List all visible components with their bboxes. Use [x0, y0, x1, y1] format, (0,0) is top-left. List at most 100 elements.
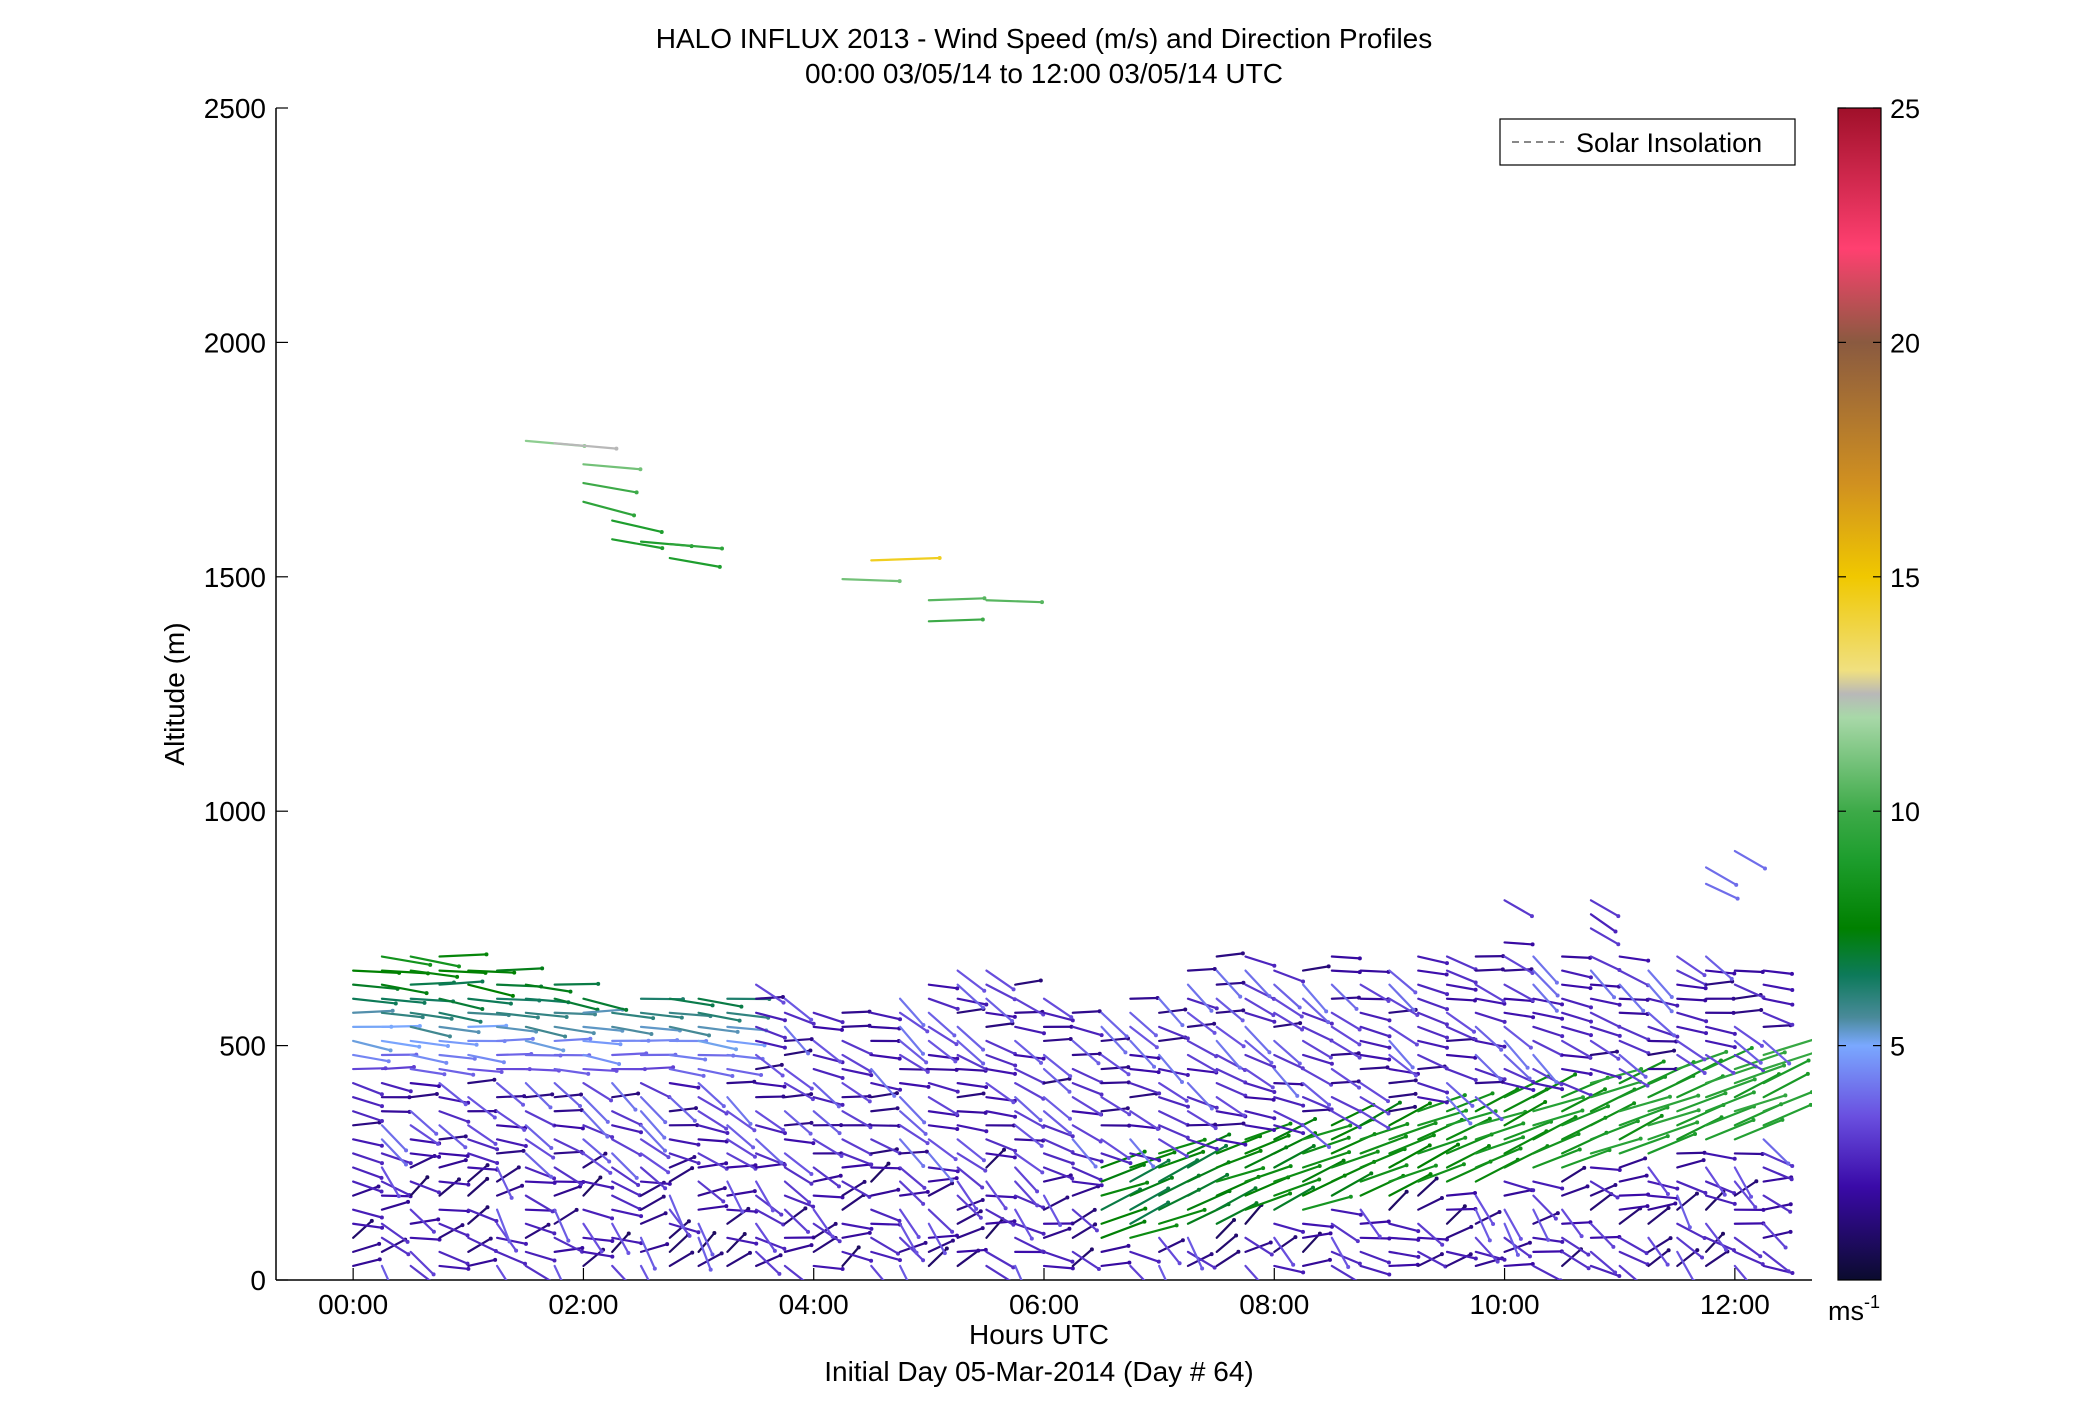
- wind-barb: [1417, 1136, 1467, 1155]
- wind-barb-head: [978, 1209, 983, 1214]
- wind-barb-head: [1386, 1099, 1391, 1104]
- wind-barb: [639, 1152, 670, 1174]
- wind-barb: [1618, 1207, 1642, 1225]
- wind-barb-head: [379, 1104, 384, 1109]
- wind-barb-head: [663, 1120, 668, 1125]
- wind-barb-head: [1617, 1075, 1622, 1080]
- wind-barb-head: [1554, 1079, 1559, 1084]
- wind-barb: [438, 1222, 469, 1237]
- wind-barb: [755, 1063, 783, 1071]
- wind-barb-head: [1694, 1191, 1699, 1196]
- wind-barb: [553, 1108, 583, 1113]
- wind-barb: [1100, 1025, 1127, 1054]
- wind-barb-head: [1067, 1226, 1072, 1231]
- wind-barb-head: [1789, 1177, 1794, 1182]
- wind-barb-head: [1169, 1175, 1174, 1180]
- wind-barb-head: [724, 1126, 729, 1131]
- upper-wind-barb-head: [897, 579, 902, 584]
- upper-wind-barb: [841, 578, 901, 583]
- wind-barb: [783, 1180, 811, 1204]
- wind-barb: [1445, 1225, 1473, 1239]
- wind-barb: [438, 1025, 480, 1034]
- wind-barb: [1071, 1039, 1100, 1065]
- wind-barb-head: [1616, 1056, 1621, 1061]
- wind-barb-head: [546, 1222, 551, 1227]
- wind-barb: [726, 1190, 756, 1197]
- wind-barb-head: [692, 1155, 697, 1160]
- wind-barb: [1215, 997, 1244, 1022]
- wind-barb-head: [437, 1237, 442, 1242]
- wind-barb: [726, 1232, 746, 1253]
- legend: Solar Insolation: [1499, 118, 1796, 166]
- wind-barb-head: [485, 1205, 490, 1210]
- wind-barb: [1215, 1096, 1246, 1117]
- wind-barb: [1762, 1250, 1790, 1273]
- wind-barb: [495, 1250, 527, 1265]
- wind-barb: [1129, 1092, 1158, 1099]
- wind-barb-head: [772, 1248, 777, 1253]
- wind-barb: [898, 1025, 925, 1055]
- wind-barb: [1301, 1039, 1332, 1059]
- wind-barb-head: [1617, 1033, 1622, 1038]
- wind-barb: [611, 1208, 643, 1218]
- wind-barb: [985, 983, 1016, 1001]
- wind-barb: [639, 1264, 650, 1280]
- wind-barb: [1561, 1166, 1586, 1183]
- wind-barb-head: [649, 1031, 654, 1036]
- wind-barb: [1676, 1151, 1706, 1155]
- wind-barb-head: [1201, 1149, 1206, 1154]
- wind-barb: [1417, 1177, 1438, 1197]
- wind-barb: [467, 1024, 508, 1028]
- wind-barb: [1704, 1078, 1756, 1099]
- wind-barb-head: [1386, 1219, 1391, 1224]
- wind-barb: [1618, 1075, 1667, 1099]
- wind-barb: [639, 1212, 667, 1225]
- wind-barb: [1388, 1190, 1408, 1211]
- wind-barb-head: [1185, 1036, 1190, 1041]
- wind-barb: [409, 1110, 438, 1135]
- wind-barb-head: [1502, 1044, 1507, 1049]
- wind-barb-head: [1357, 956, 1362, 961]
- wind-barb-head: [463, 1158, 468, 1163]
- wind-barb: [1244, 955, 1276, 967]
- wind-barb: [1158, 1138, 1188, 1158]
- wind-barb: [1762, 1230, 1792, 1239]
- wind-barb: [611, 1124, 643, 1134]
- wind-barb: [611, 1194, 641, 1211]
- wind-barb-head: [840, 1195, 845, 1200]
- wind-barb: [1647, 1094, 1700, 1113]
- upper-wind-barb-head: [717, 564, 722, 569]
- wind-barb-head: [1413, 990, 1418, 995]
- wind-barb-head: [1070, 1259, 1075, 1264]
- wind-barb: [956, 969, 986, 992]
- wind-barb-head: [1404, 1163, 1409, 1168]
- wind-barb: [1474, 1080, 1504, 1085]
- wind-barb: [380, 1152, 412, 1165]
- wind-barb-head: [1580, 1095, 1585, 1100]
- wind-barb: [1388, 1092, 1417, 1099]
- wind-barb-head: [1783, 1245, 1788, 1250]
- wind-barb: [1071, 1082, 1103, 1096]
- wind-barb: [1417, 1253, 1444, 1268]
- wind-barb-head: [488, 1236, 493, 1241]
- wind-barb-head: [636, 1091, 641, 1096]
- upper-wind-barb-head: [1616, 942, 1621, 947]
- wind-barb-head: [1444, 1100, 1449, 1105]
- wind-barb-head: [1518, 1146, 1523, 1151]
- wind-barb-head: [379, 1161, 384, 1166]
- wind-barb: [1474, 1147, 1522, 1169]
- wind-barb: [1532, 983, 1558, 1012]
- wind-barb: [956, 1138, 986, 1162]
- wind-barb-head: [1672, 1048, 1677, 1053]
- wind-barb-head: [942, 1251, 947, 1256]
- wind-barb: [524, 1110, 556, 1127]
- wind-barb-head: [1126, 1243, 1131, 1248]
- wind-barb: [956, 1152, 987, 1172]
- wind-barb-head: [1668, 1236, 1673, 1241]
- wind-barb: [1474, 1257, 1504, 1268]
- wind-barb: [697, 1110, 728, 1130]
- wind-barb: [1273, 1236, 1295, 1266]
- wind-barb: [1388, 1250, 1420, 1259]
- wind-barb: [1330, 1103, 1375, 1127]
